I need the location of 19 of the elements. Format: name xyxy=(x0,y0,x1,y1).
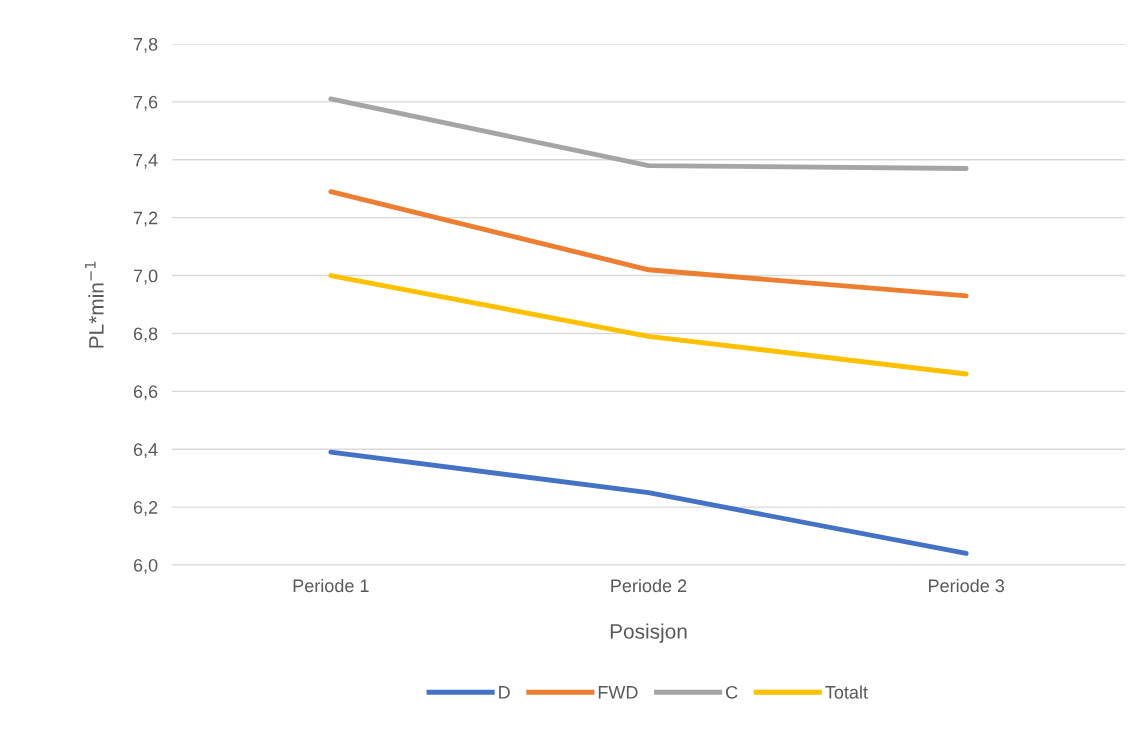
y-tick-label: 6,0 xyxy=(133,558,158,574)
x-tick-label: Periode 3 xyxy=(929,578,1005,593)
y-tick-label: 7,0 xyxy=(133,269,158,285)
x-tick-label: Periode 1 xyxy=(293,578,369,593)
y-tick-label: 6,6 xyxy=(133,385,158,401)
legend-label: FWD xyxy=(598,686,638,699)
y-tick-label: 6,8 xyxy=(133,327,158,343)
x-tick-label: Periode 2 xyxy=(611,578,687,593)
y-tick-label: 7,2 xyxy=(133,211,158,227)
legend-label: D xyxy=(499,686,510,699)
y-tick-label: 7,6 xyxy=(133,95,158,111)
legend-label: C xyxy=(726,685,738,699)
y-tick-label: 6,2 xyxy=(133,501,158,516)
legend-label: Totalt xyxy=(825,685,868,699)
y-tick-label: 7,8 xyxy=(133,37,158,53)
y-axis-title: PL*min$^{−1}$ xyxy=(84,261,104,348)
x-axis-title: Posisjon xyxy=(610,623,687,643)
y-tick-label: 7,4 xyxy=(133,153,158,169)
y-tick-label: 6,4 xyxy=(133,443,158,459)
